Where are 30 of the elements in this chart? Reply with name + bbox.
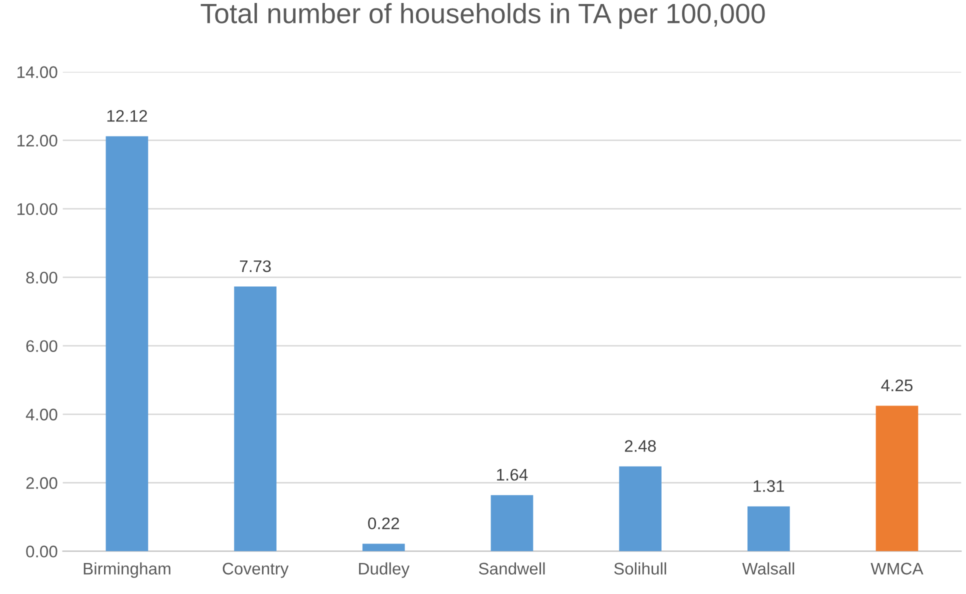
bar — [619, 466, 662, 552]
chart-title: Total number of households in TA per 100,000 — [200, 2, 765, 29]
x-tick-label: Sandwell — [478, 562, 545, 575]
y-tick-label: 0.00 — [26, 546, 58, 558]
y-tick-label: 10.00 — [17, 203, 58, 216]
data-label: 1.64 — [497, 468, 528, 481]
x-tick-label: Walsall — [742, 562, 794, 575]
y-tick-label: 12.00 — [17, 134, 58, 147]
bar — [876, 406, 918, 552]
y-tick-label: 8.00 — [26, 272, 58, 284]
y-tick-label: 6.00 — [26, 340, 58, 352]
y-tick-label: 4.00 — [26, 408, 58, 420]
x-tick-label: Dudley — [359, 562, 410, 578]
bar — [490, 495, 534, 552]
data-label: 0.22 — [368, 517, 400, 530]
x-tick-label: Birmingham — [84, 562, 170, 578]
data-label: 4.25 — [881, 380, 913, 392]
data-label: 1.31 — [754, 480, 784, 492]
bar — [747, 506, 790, 552]
x-tick-label: WMCA — [870, 562, 924, 575]
y-tick-label: 14.00 — [17, 66, 58, 78]
y-tick-label: 2.00 — [26, 477, 58, 489]
x-tick-label: Solihull — [614, 562, 666, 575]
bar — [362, 544, 405, 552]
data-label: 2.48 — [624, 440, 656, 452]
data-label: 7.73 — [240, 260, 271, 272]
data-label: 12.12 — [107, 110, 147, 122]
bar — [106, 136, 148, 552]
bar — [234, 286, 276, 552]
x-tick-label: Coventry — [222, 562, 289, 578]
